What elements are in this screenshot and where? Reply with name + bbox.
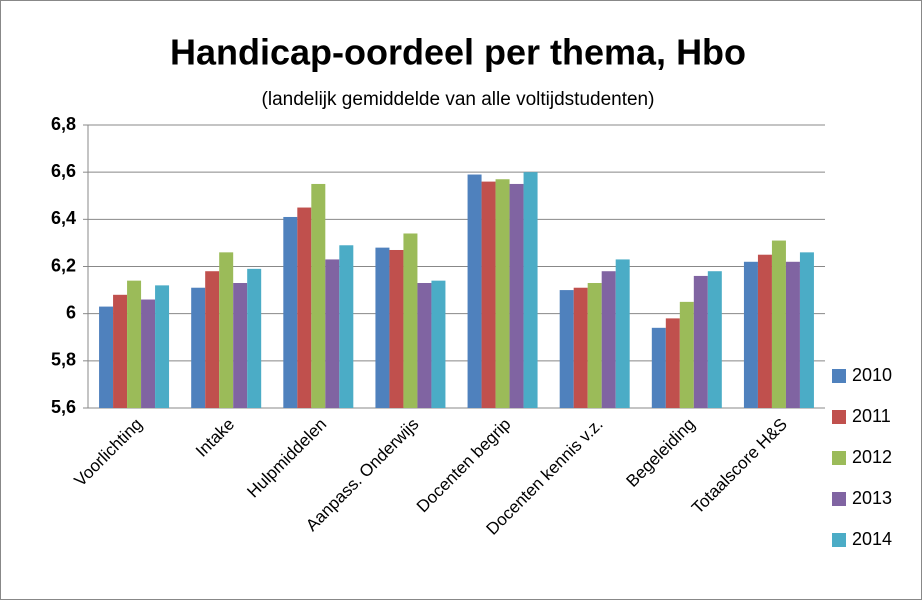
bar [297, 207, 312, 408]
chart-subtitle: (landelijk gemiddelde van alle voltijdst… [262, 89, 655, 110]
bar [467, 174, 482, 408]
bar [325, 259, 340, 408]
y-tick-label: 6,2 [51, 255, 76, 275]
bar [743, 261, 758, 408]
legend-swatch [832, 369, 846, 383]
bar [707, 271, 722, 408]
y-tick-label: 5,8 [51, 350, 76, 370]
bar [233, 283, 248, 408]
legend-swatch [832, 410, 846, 424]
bar [523, 172, 538, 408]
bar [693, 275, 708, 408]
bar [679, 301, 694, 408]
legend-swatch [832, 492, 846, 506]
bar [339, 245, 354, 408]
legend-label: 2012 [852, 447, 892, 467]
legend-label: 2013 [852, 488, 892, 508]
bar [113, 294, 128, 408]
bar [509, 183, 524, 408]
bar [481, 181, 496, 408]
bar [417, 283, 432, 408]
bar [771, 240, 786, 408]
bar [283, 216, 298, 408]
bar [495, 179, 510, 408]
bar [601, 271, 616, 408]
y-tick-label: 6 [66, 302, 76, 322]
legend-label: 2014 [852, 529, 892, 549]
legend-swatch [832, 533, 846, 547]
bar [403, 233, 418, 408]
bar [615, 259, 630, 408]
bar [127, 280, 142, 408]
bar [141, 299, 156, 408]
bar [99, 306, 114, 408]
y-tick-label: 5,6 [51, 397, 76, 417]
legend-label: 2011 [852, 406, 891, 426]
bar [785, 261, 800, 408]
bar [191, 287, 206, 408]
bar [559, 290, 574, 408]
bar [431, 280, 446, 408]
chart-title: Handicap-oordeel per thema, Hbo [170, 32, 746, 73]
bar [247, 268, 262, 408]
bar [205, 271, 220, 408]
bar [651, 327, 666, 408]
y-tick-label: 6,4 [51, 208, 76, 228]
bar [389, 249, 404, 408]
bar [799, 252, 814, 408]
bar [573, 287, 588, 408]
bar [665, 318, 680, 408]
bar [587, 283, 602, 408]
bar [311, 183, 326, 408]
legend-swatch [832, 451, 846, 465]
y-tick-label: 6,6 [51, 161, 76, 181]
bar [155, 285, 170, 408]
bar [757, 254, 772, 408]
legend-label: 2010 [852, 365, 892, 385]
bar [375, 247, 390, 408]
bar [219, 252, 234, 408]
y-tick-label: 6,8 [51, 114, 76, 134]
